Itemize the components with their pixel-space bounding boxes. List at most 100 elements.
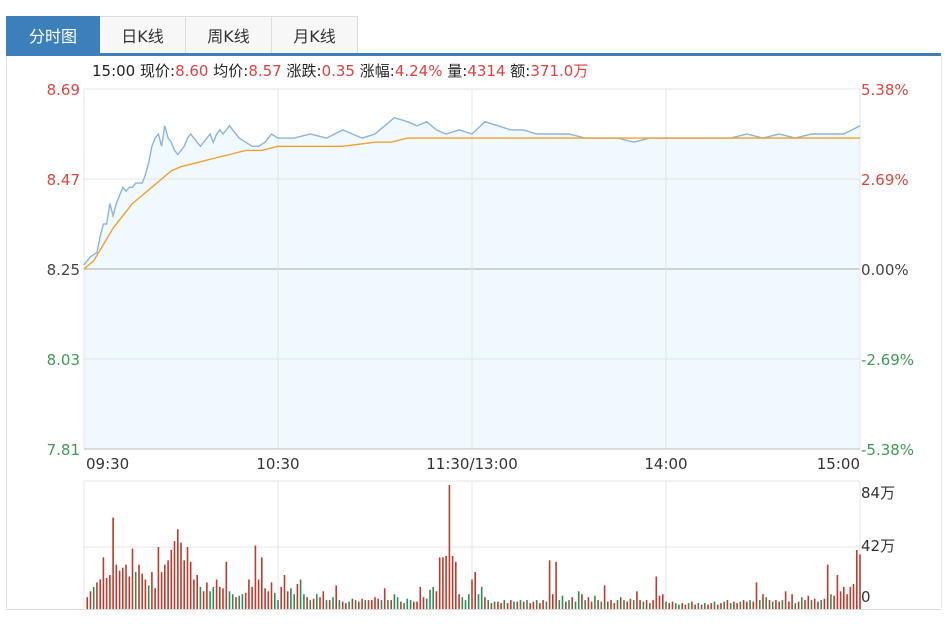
volume-bar	[96, 582, 98, 609]
volume-bar	[319, 597, 321, 609]
volume-bar	[707, 604, 709, 609]
volume-bar	[112, 517, 114, 609]
volume-bar	[849, 586, 852, 609]
volume-bar	[89, 591, 92, 609]
volume-bar	[574, 601, 577, 609]
tab-intraday[interactable]: 分时图	[6, 16, 100, 54]
info-pct: 4.24%	[394, 62, 443, 80]
volume-bar	[503, 600, 506, 609]
volume-bar	[186, 547, 189, 609]
quote-info-bar: 15:00 现价:8.60 均价:8.57 涨跌:0.35 涨幅:4.24% 量…	[92, 60, 588, 81]
volume-bar	[134, 572, 137, 609]
y-tick-label-left: 8.69	[47, 81, 80, 99]
chart-frame	[6, 56, 942, 608]
volume-bar	[694, 604, 696, 609]
info-price-label: 现价:	[140, 62, 176, 80]
volume-bar	[293, 594, 295, 609]
volume-bar	[403, 603, 405, 609]
volume-bar	[830, 594, 832, 609]
volume-bar	[131, 548, 134, 609]
volume-bar	[219, 586, 221, 609]
volume-bar	[215, 579, 218, 609]
volume-bar	[238, 595, 240, 609]
volume-bar	[558, 600, 561, 609]
volume-bar	[177, 529, 179, 609]
info-price: 8.60	[175, 62, 209, 80]
volume-bar	[105, 578, 108, 609]
volume-bar	[477, 594, 480, 609]
volume-bar	[109, 575, 111, 609]
volume-bar	[167, 560, 169, 609]
volume-tick-label: 0	[861, 588, 871, 606]
volume-bar	[636, 591, 638, 609]
volume-bar	[173, 541, 176, 609]
volume-bar	[729, 603, 732, 609]
volume-bar	[422, 597, 425, 609]
y-tick-label-left: 8.03	[47, 351, 80, 369]
volume-bar	[480, 586, 483, 609]
volume-bar	[354, 600, 357, 609]
volume-bar	[261, 557, 263, 609]
volume-bar	[471, 579, 473, 609]
volume-bar	[788, 601, 790, 609]
volume-bar	[371, 600, 373, 609]
volume-bar	[801, 597, 803, 609]
volume-bar	[348, 601, 350, 609]
volume-bar	[859, 554, 861, 609]
tab-monthly-k[interactable]: 月K线	[272, 16, 358, 54]
tab-weekly-k[interactable]: 周K线	[186, 16, 272, 54]
volume-bar	[435, 591, 438, 609]
volume-bar	[681, 603, 683, 609]
volume-bar	[231, 594, 234, 609]
volume-bar	[338, 600, 341, 609]
volume-bar	[726, 600, 729, 609]
volume-bar	[697, 603, 700, 609]
info-vol: 4314	[467, 62, 506, 80]
volume-bar	[768, 600, 771, 609]
volume-bar	[610, 600, 612, 609]
volume-bar	[810, 600, 813, 609]
volume-bar	[658, 595, 661, 609]
volume-bar	[341, 601, 344, 609]
volume-bar	[565, 601, 567, 609]
volume-bar	[102, 557, 105, 609]
volume-bar	[458, 594, 460, 609]
volume-bar	[151, 572, 153, 609]
volume-bar	[691, 601, 693, 609]
volume-bar	[406, 598, 409, 609]
volume-bar	[594, 595, 596, 609]
y-tick-label-right: -2.69%	[861, 351, 914, 369]
volume-bar	[710, 603, 713, 609]
volume-bar	[86, 597, 88, 609]
y-tick-label-right: -5.38%	[861, 441, 914, 459]
volume-bar	[364, 600, 367, 609]
volume-bar	[380, 600, 383, 609]
volume-bar	[92, 586, 95, 609]
volume-bar	[759, 600, 761, 609]
volume-bar	[248, 579, 250, 609]
volume-tick-label: 84万	[861, 484, 895, 502]
volume-bar	[332, 597, 334, 609]
volume-bar	[448, 485, 451, 609]
volume-bar	[826, 564, 829, 609]
volume-bar	[286, 591, 289, 609]
volume-bar	[587, 597, 590, 609]
x-tick-label: 10:30	[256, 455, 299, 473]
volume-bar	[228, 591, 231, 609]
volume-bar	[671, 601, 674, 609]
volume-bar	[577, 591, 580, 609]
volume-tick-label: 42万	[861, 537, 895, 555]
volume-bar	[328, 600, 331, 609]
volume-bar	[125, 564, 127, 609]
info-pct-label: 涨幅:	[359, 62, 395, 80]
volume-bar	[619, 597, 622, 609]
volume-bar	[361, 598, 363, 609]
volume-bar	[642, 601, 645, 609]
volume-bar	[542, 600, 544, 609]
volume-bar	[678, 604, 680, 609]
volume-bar	[791, 594, 793, 609]
volume-bar	[290, 588, 292, 609]
volume-bar	[632, 600, 635, 609]
volume-bar	[141, 573, 143, 609]
